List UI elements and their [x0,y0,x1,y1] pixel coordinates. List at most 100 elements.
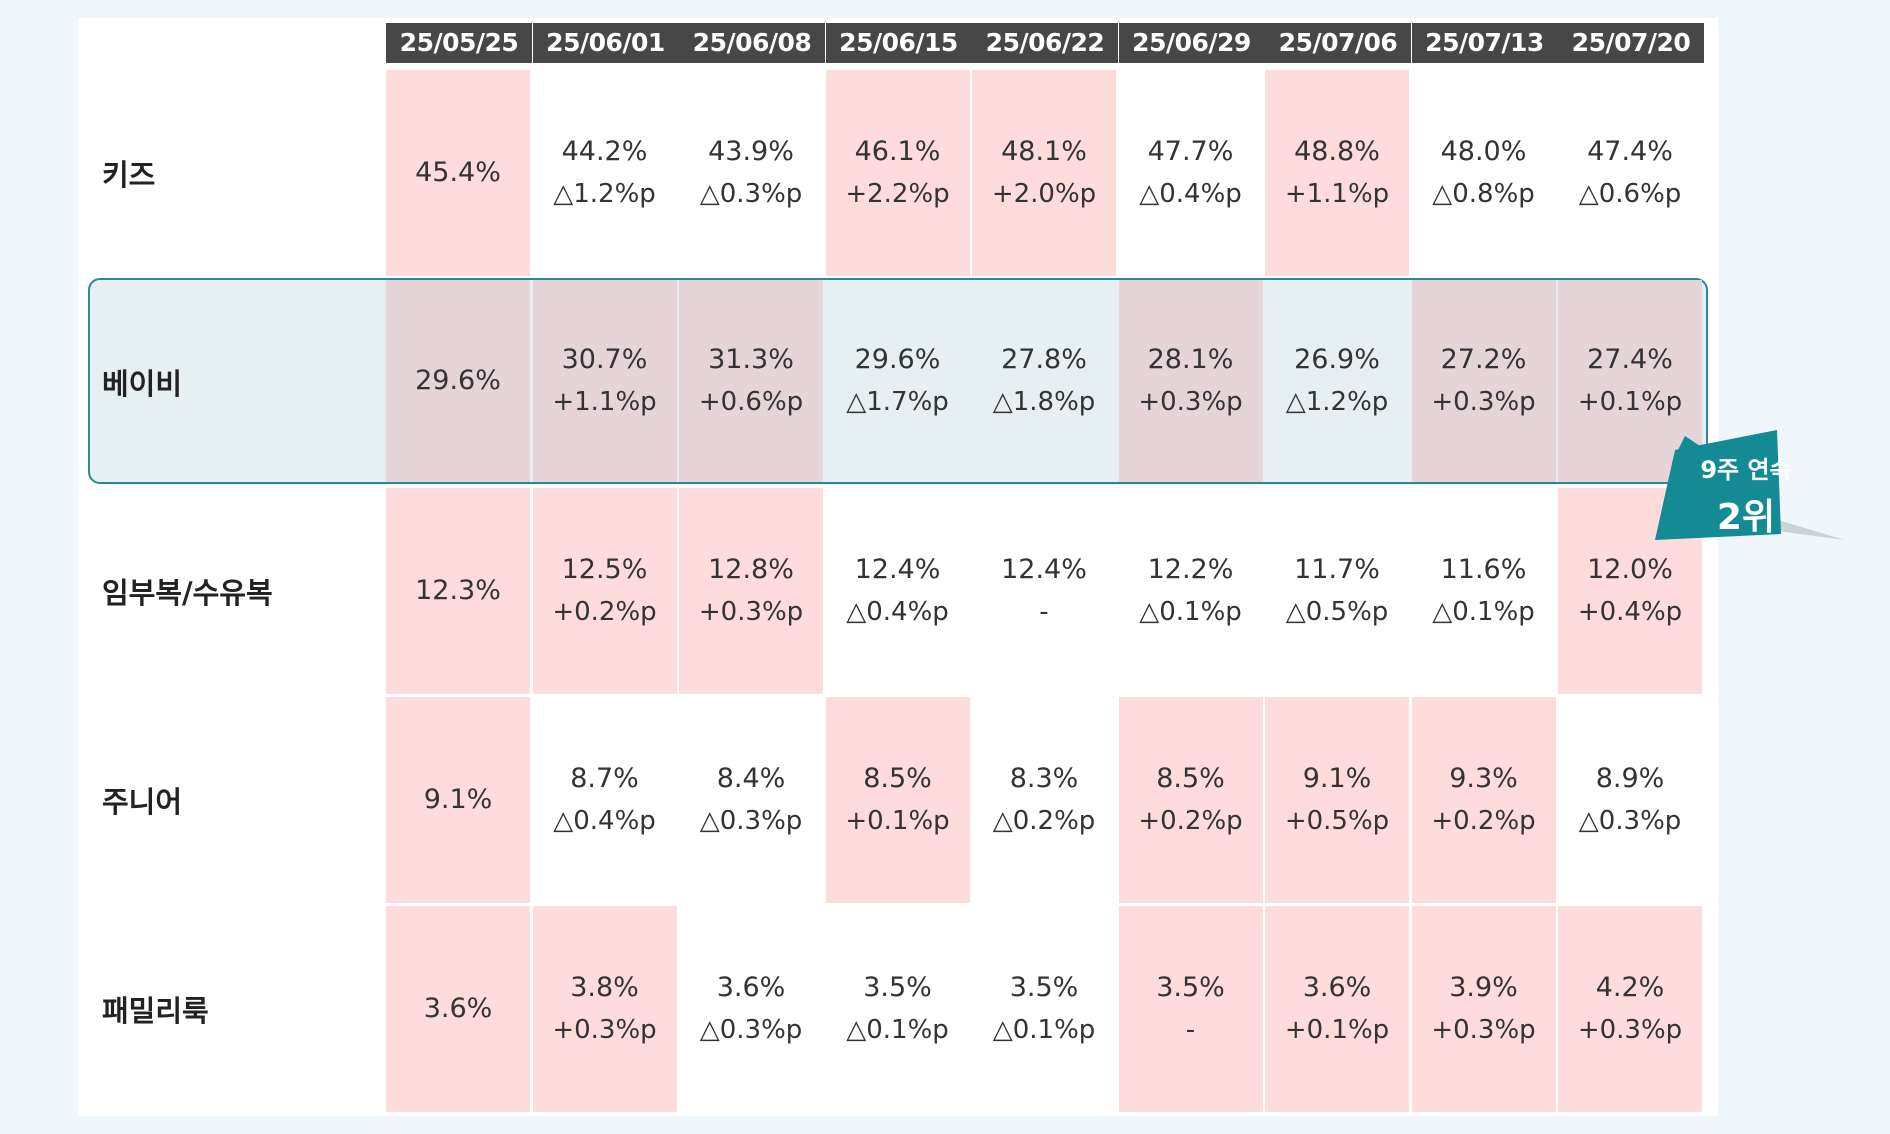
change-value: +1.1%p [1284,179,1390,209]
change-value: +0.3%p [1577,1015,1683,1045]
share-value: 43.9% [708,136,794,167]
share-value: 27.2% [1440,344,1527,375]
change-value: +2.2%p [845,179,950,209]
share-value: 8.7% [570,763,639,794]
table-cell: 3.6% △0.3%p [679,906,823,1112]
table-cell: 3.5% - [1118,906,1263,1112]
share-value: 46.1% [854,136,941,167]
change-value: △1.2%p [1285,387,1389,417]
table-cell: 9.1% +0.5%p [1265,697,1409,903]
share-value: 47.7% [1147,136,1234,167]
table-cell: 11.6% △0.1%p [1412,488,1556,694]
change-value: +0.1%p [1577,387,1683,417]
table-cell: 3.5% △0.1%p [826,906,970,1112]
table-cell: 12.8% +0.3%p [679,488,823,694]
table-cell: 8.7% △0.4%p [533,697,677,903]
change-value: +0.1%p [845,806,950,836]
rank-badge-shape [1655,430,1845,540]
table-cell: 9.3% +0.2%p [1411,697,1556,903]
share-value: 3.8% [570,972,639,1003]
share-value: 9.1% [423,784,493,815]
change-value: △0.5%p [1285,597,1389,627]
share-value: 27.8% [1001,344,1087,375]
table-cell: 31.3% +0.6%p [679,280,823,482]
table-cell: 29.6% [386,280,530,482]
row-label: 베이비 [102,367,183,401]
share-value: 26.9% [1294,344,1380,375]
table-cell: 8.5% +0.1%p [825,697,970,903]
change-value: +0.2%p [1138,806,1243,836]
change-value: △0.1%p [1432,597,1535,627]
table-cell: 27.8% △1.8%p [972,280,1116,482]
table-cell: 3.5% △0.1%p [972,906,1116,1112]
table-cell: 29.6% △1.7%p [826,280,970,482]
badge-line2: 2위 [1716,497,1776,538]
share-value: 3.6% [423,993,493,1024]
change-value: △0.4%p [846,597,949,627]
table-cell: 12.5% +0.2%p [532,488,677,694]
change-value: +0.3%p [1431,387,1536,417]
change-value: △0.1%p [1139,597,1242,627]
column-header: 25/05/25 [386,23,532,63]
table-cell: 43.9% △0.3%p [679,70,823,276]
change-value: △0.1%p [846,1015,949,1045]
share-value: 3.9% [1449,972,1518,1003]
change-value: +0.6%p [698,387,804,417]
change-value: +0.3%p [1138,387,1243,417]
table-cell: 48.8% +1.1%p [1265,70,1409,276]
change-value: +0.1%p [1284,1015,1390,1045]
table-cell: 44.2% △1.2%p [533,70,677,276]
share-value: 45.4% [415,157,501,188]
change-value: +0.3%p [698,597,804,627]
table-cell: 46.1% +2.2%p [825,70,970,276]
table-cell: 12.2% △0.1%p [1119,488,1263,694]
share-value: 48.1% [1001,136,1087,167]
table-cell: 8.5% +0.2%p [1118,697,1263,903]
change-value: +1.1%p [552,387,657,417]
table-cell: 47.4% △0.6%p [1558,70,1702,276]
table-cell: 8.4% △0.3%p [679,697,823,903]
change-value: △0.3%p [699,1015,803,1045]
share-value: 3.6% [1302,972,1372,1003]
row-label: 주니어 [102,785,183,819]
share-value: 8.5% [863,763,932,794]
change-value: △0.3%p [699,179,803,209]
table-cell: 9.1% [386,697,530,903]
column-header: 25/07/06 [1265,23,1411,63]
table-cell: 3.9% +0.3%p [1411,906,1556,1112]
share-value: 47.4% [1587,136,1673,167]
share-value: 44.2% [561,136,648,167]
change-value: △0.4%p [553,806,656,836]
table-cell: 26.9% △1.2%p [1265,280,1409,482]
change-value: △1.2%p [553,179,656,209]
change-value: △1.8%p [992,387,1096,417]
change-value: △0.3%p [1578,806,1682,836]
table-cell: 45.4% [386,70,530,276]
table-cell: 47.7% △0.4%p [1119,70,1263,276]
table-cell: 28.1% +0.3%p [1118,280,1263,482]
share-value: 12.5% [561,554,648,585]
change-value: +0.2%p [1431,806,1536,836]
table-cell: 12.3% [386,488,530,694]
change-value: +0.4%p [1577,597,1683,627]
table-cell: 8.9% △0.3%p [1558,697,1702,903]
change-value: △0.3%p [699,806,803,836]
table-cell: 12.4% - [972,488,1116,694]
change-value: - [1039,597,1049,627]
table-cell: 3.6% [386,906,530,1112]
column-header: 25/06/08 [679,23,825,63]
share-value: 48.0% [1440,136,1527,167]
table-cell: 4.2% +0.3%p [1558,906,1702,1112]
share-value: 12.0% [1587,554,1673,585]
column-header: 25/06/22 [972,23,1118,63]
row-label: 키즈 [102,158,156,192]
column-header: 25/06/01 [532,23,679,63]
share-value: 12.2% [1147,554,1234,585]
table-cell: 48.1% +2.0%p [972,70,1116,276]
change-value: △0.1%p [992,1015,1096,1045]
share-value: 3.6% [716,972,786,1003]
table-cell: 12.4% △0.4%p [826,488,970,694]
share-value: 3.5% [1009,972,1079,1003]
column-header: 25/06/15 [825,23,972,63]
change-value: △0.6%p [1578,179,1682,209]
